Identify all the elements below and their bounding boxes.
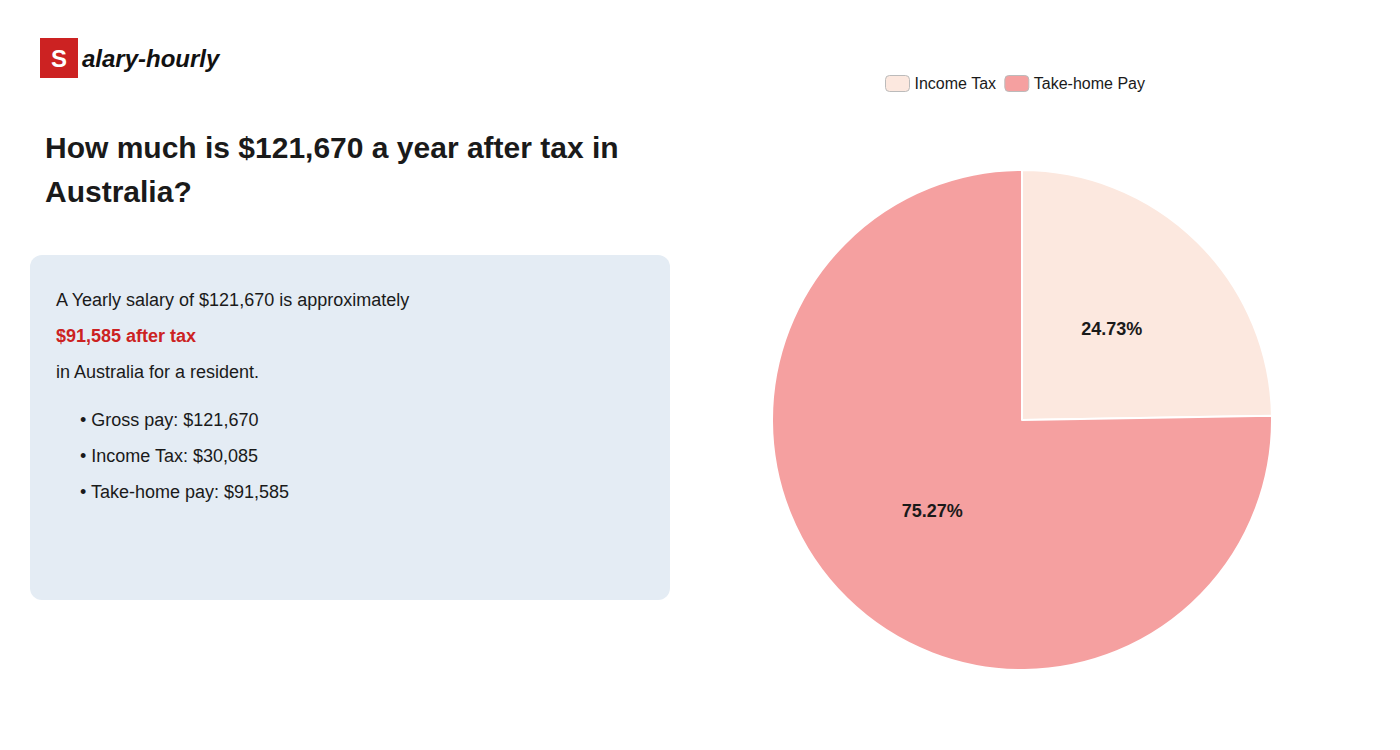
svg-text:24.73%: 24.73%: [1081, 319, 1142, 339]
svg-text:• Income Tax: $30,085: • Income Tax: $30,085: [80, 446, 258, 466]
svg-text:• Take-home pay: $91,585: • Take-home pay: $91,585: [80, 482, 289, 502]
svg-text:• Gross pay: $121,670: • Gross pay: $121,670: [80, 410, 258, 430]
svg-text:75.27%: 75.27%: [902, 501, 963, 521]
svg-text:Take-home Pay: Take-home Pay: [1034, 75, 1145, 92]
svg-text:S: S: [51, 45, 67, 72]
svg-text:Australia?: Australia?: [45, 175, 192, 208]
svg-text:$91,585 after tax: $91,585 after tax: [56, 326, 196, 346]
svg-text:in Australia for a resident.: in Australia for a resident.: [56, 362, 259, 382]
svg-text:Income Tax: Income Tax: [915, 75, 997, 92]
svg-text:alary-hourly: alary-hourly: [82, 45, 221, 72]
svg-text:How much is $121,670 a year af: How much is $121,670 a year after tax in: [45, 131, 619, 164]
svg-text:A Yearly salary of $121,670 is: A Yearly salary of $121,670 is approxima…: [56, 290, 409, 310]
